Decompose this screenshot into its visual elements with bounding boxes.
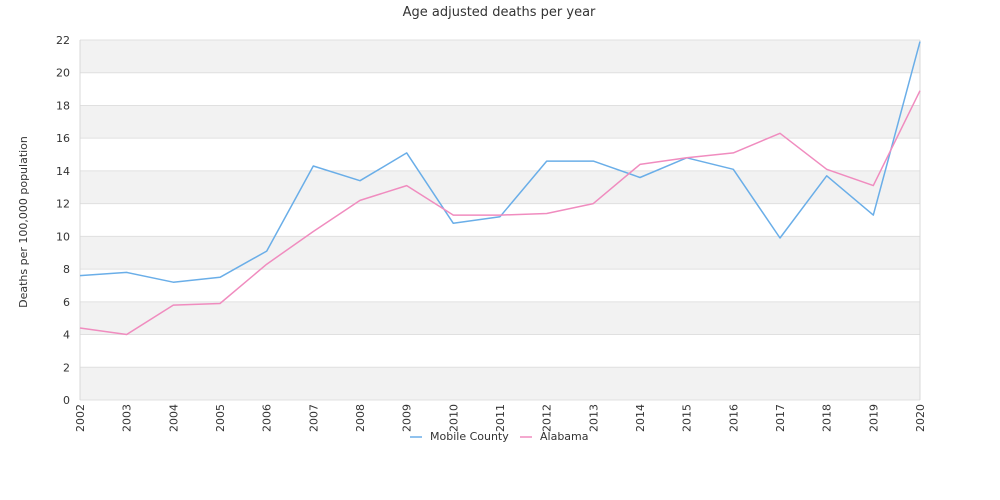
grid-band	[80, 105, 920, 139]
x-tick-label: 2007	[307, 404, 320, 432]
x-tick-label: 2015	[681, 404, 694, 432]
plot-frame	[79, 40, 921, 400]
x-tick-label: 2004	[167, 404, 180, 432]
grid-bands	[80, 40, 920, 400]
x-tick-label: 2019	[867, 404, 880, 432]
y-tick-label: 14	[56, 165, 70, 178]
chart-title: Age adjusted deaths per year	[403, 5, 596, 20]
x-tick-label: 2012	[541, 404, 554, 432]
y-tick-label: 10	[56, 230, 70, 243]
x-tick-label: 2018	[821, 404, 834, 432]
grid-band	[80, 301, 920, 335]
legend-item-alabama[interactable]: Alabama	[520, 430, 589, 443]
series-lines	[79, 41, 921, 336]
legend-label: Alabama	[540, 430, 589, 443]
x-tick-label: 2013	[587, 404, 600, 432]
y-tick-label: 12	[56, 198, 70, 211]
y-tick-label: 20	[56, 67, 70, 80]
x-tick-label: 2002	[74, 404, 87, 432]
y-tick-label: 6	[63, 296, 70, 309]
x-tick-label: 2003	[121, 404, 134, 432]
gridlines	[80, 39, 920, 401]
x-axis-ticks: 2002 2003 2004 2005 2006 2007 2008 2009 2010 2011…	[74, 404, 927, 432]
x-tick-label: 2008	[354, 404, 367, 432]
series-line-alabama	[79, 90, 921, 336]
y-tick-label: 0	[63, 394, 70, 407]
x-tick-label: 2005	[214, 404, 227, 432]
y-axis-label: Deaths per 100,000 population	[17, 136, 30, 308]
x-tick-label: 2011	[494, 404, 507, 432]
y-tick-label: 4	[63, 329, 70, 342]
legend[interactable]: Mobile County Alabama	[410, 430, 589, 443]
x-tick-label: 2006	[261, 404, 274, 432]
x-tick-label: 2017	[774, 404, 787, 432]
x-tick-label: 2010	[447, 404, 460, 432]
grid-band	[80, 367, 920, 400]
x-tick-label: 2016	[727, 404, 740, 432]
y-tick-label: 2	[63, 361, 70, 374]
grid-band	[80, 170, 920, 204]
x-tick-label: 2020	[914, 404, 927, 432]
legend-item-mobile-county[interactable]: Mobile County	[410, 430, 509, 443]
y-tick-label: 16	[56, 132, 70, 145]
grid-band	[80, 40, 920, 73]
legend-label: Mobile County	[430, 430, 509, 443]
y-tick-label: 8	[63, 263, 70, 276]
x-tick-label: 2009	[401, 404, 414, 432]
grid-band	[80, 236, 920, 270]
y-tick-label: 22	[56, 34, 70, 47]
y-tick-label: 18	[56, 99, 70, 112]
y-axis-ticks: 0 2 4 6 8 10 12 14 16 18 20 22	[56, 34, 70, 407]
series-line-mobile-county	[79, 41, 921, 283]
x-tick-label: 2014	[634, 404, 647, 432]
